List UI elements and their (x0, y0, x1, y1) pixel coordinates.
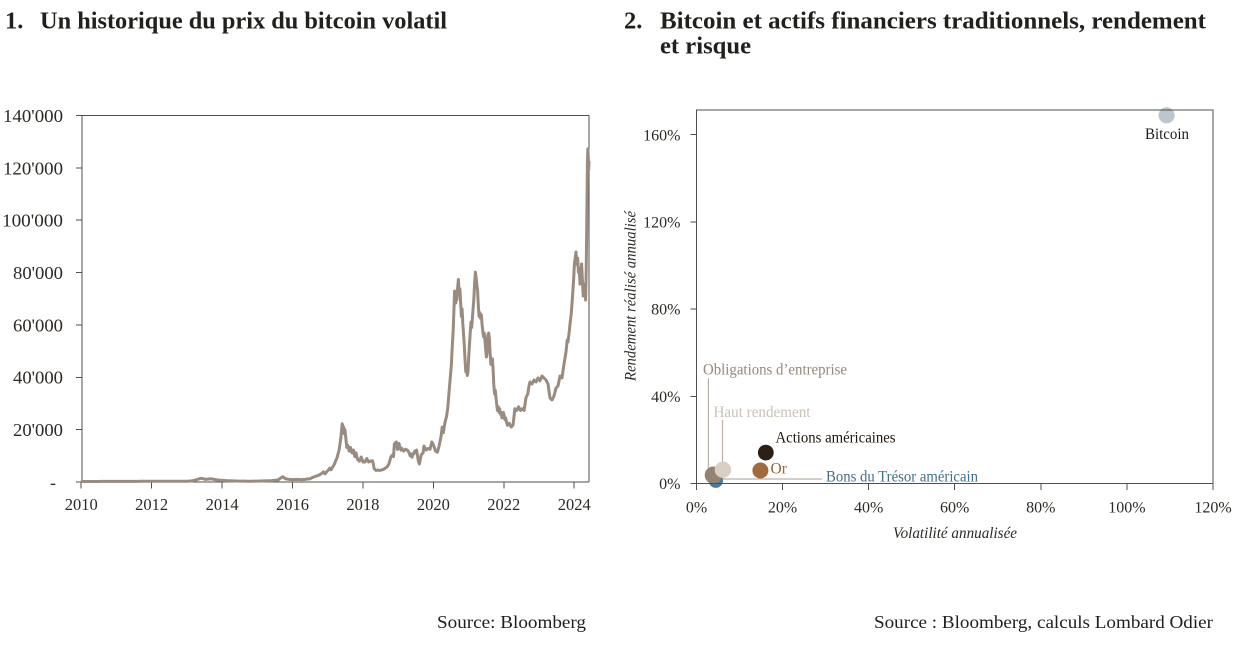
svg-text:120%: 120% (643, 215, 680, 232)
svg-text:60%: 60% (940, 500, 969, 517)
svg-text:Source : Bloomberg, calculs Lo: Source : Bloomberg, calculs Lombard Odie… (874, 612, 1213, 632)
svg-text:40'000: 40'000 (13, 368, 63, 388)
svg-text:2024: 2024 (558, 495, 591, 514)
svg-text:2022: 2022 (487, 495, 520, 514)
svg-text:20'000: 20'000 (13, 420, 63, 440)
svg-text:40%: 40% (651, 389, 680, 406)
svg-text:0%: 0% (659, 476, 680, 493)
svg-text:Volatilité annualisée: Volatilité annualisée (893, 525, 1017, 542)
svg-text:100'000: 100'000 (2, 211, 63, 231)
svg-text:2014: 2014 (206, 495, 239, 514)
svg-text:40%: 40% (854, 500, 883, 517)
svg-text:80'000: 80'000 (13, 263, 63, 283)
svg-text:Source: Bloomberg: Source: Bloomberg (437, 612, 586, 632)
svg-text:160%: 160% (643, 127, 680, 144)
svg-text:2012: 2012 (135, 495, 168, 514)
svg-text:1.: 1. (5, 8, 23, 35)
svg-text:80%: 80% (1026, 500, 1055, 517)
svg-text:2.: 2. (624, 8, 642, 35)
svg-text:2010: 2010 (65, 495, 98, 514)
svg-text:120'000: 120'000 (3, 158, 63, 178)
svg-text:Obligations d’entreprise: Obligations d’entreprise (703, 361, 847, 378)
svg-text:Bitcoin et actifs financiers t: Bitcoin et actifs financiers traditionne… (660, 8, 1207, 35)
svg-text:80%: 80% (651, 302, 680, 319)
svg-text:Bitcoin: Bitcoin (1145, 126, 1189, 143)
svg-text:60'000: 60'000 (13, 315, 63, 335)
svg-text:20%: 20% (768, 500, 797, 517)
svg-text:0%: 0% (686, 500, 707, 517)
svg-text:et risque: et risque (660, 33, 751, 60)
svg-text:Or: Or (771, 461, 788, 478)
svg-text:100%: 100% (1108, 500, 1145, 517)
svg-text:Actions américaines: Actions américaines (776, 429, 896, 446)
svg-text:-: - (50, 472, 56, 492)
svg-text:Rendement réalisé annualisé: Rendement réalisé annualisé (623, 210, 640, 382)
svg-text:2020: 2020 (417, 495, 450, 514)
svg-text:Un historique du prix du bitco: Un historique du prix du bitcoin volatil (40, 8, 447, 35)
svg-text:120%: 120% (1194, 500, 1231, 517)
svg-text:2016: 2016 (276, 495, 309, 514)
svg-text:2018: 2018 (346, 495, 379, 514)
svg-text:Haut rendement: Haut rendement (714, 404, 812, 421)
svg-text:140'000: 140'000 (3, 106, 63, 126)
svg-text:Bons du Trésor américain: Bons du Trésor américain (826, 469, 978, 486)
